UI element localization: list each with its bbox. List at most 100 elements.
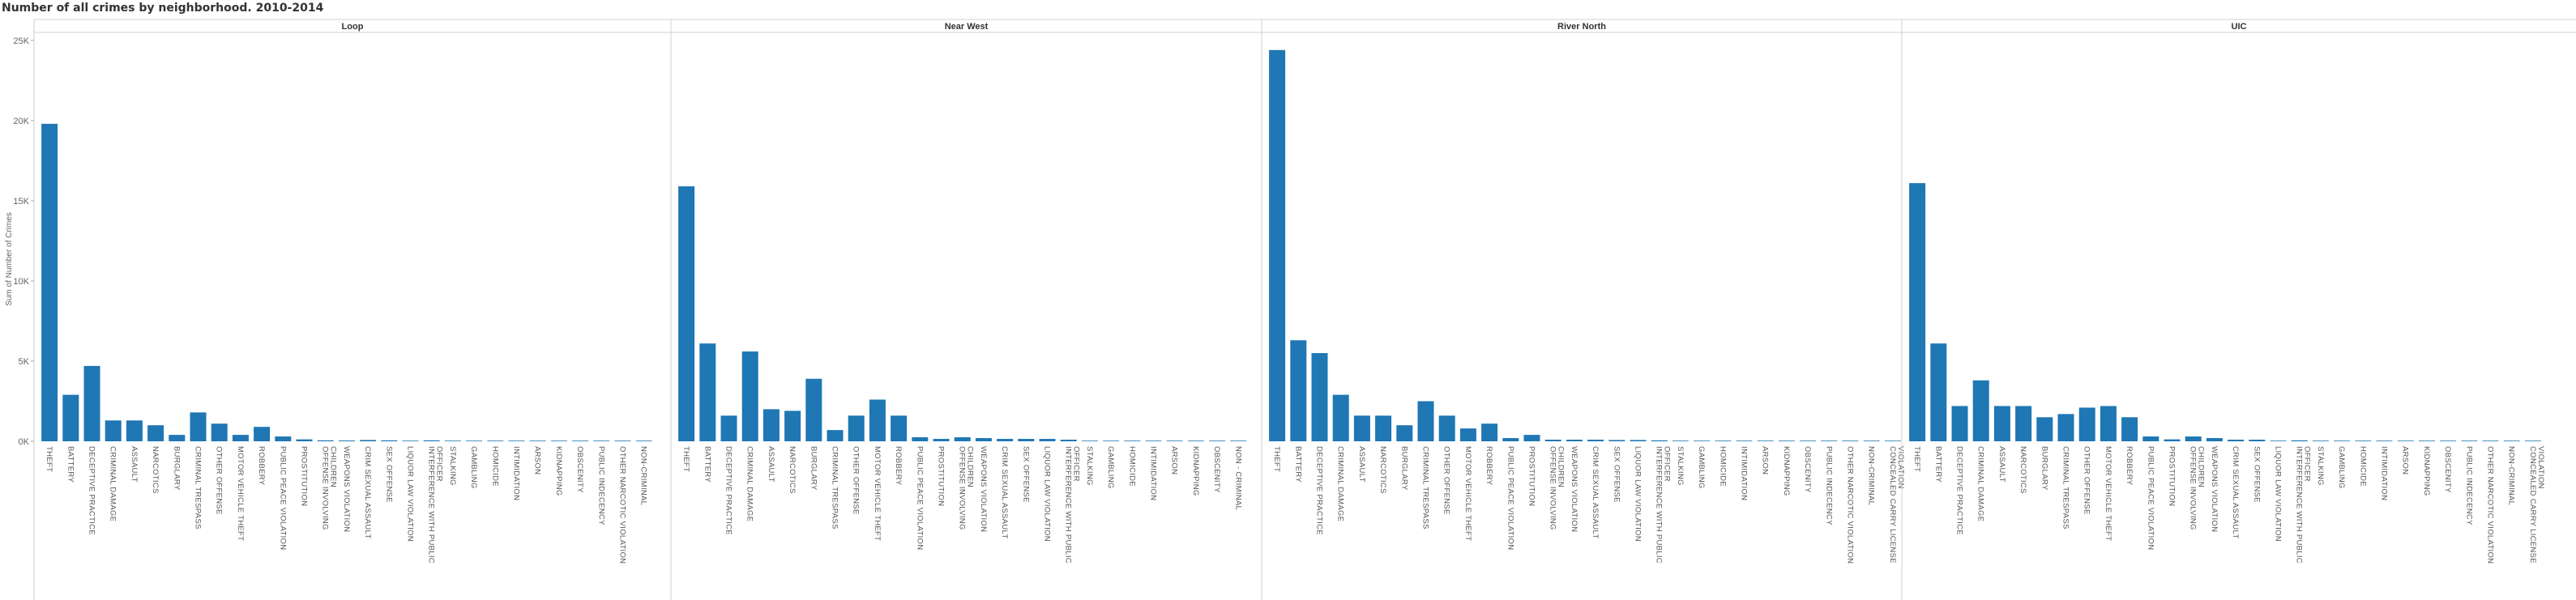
bar-narcotics xyxy=(784,411,801,441)
bar-other-offense xyxy=(1438,415,1455,441)
x-tick-label: BURGLARY xyxy=(809,446,818,491)
x-tick-label: ARSON xyxy=(2401,446,2410,474)
x-tick-label: PROSTITUTION xyxy=(300,446,309,506)
bar-concealed-carry-license-violation xyxy=(1884,440,1901,441)
y-tick-label: 15K xyxy=(13,197,29,206)
x-tick-label: CRIMINAL DAMAGE xyxy=(745,446,754,521)
bar-concealed-carry-license-violation xyxy=(2524,440,2541,441)
bar-interference-with-public-officer xyxy=(423,440,440,441)
panel-near-west: Near West THEFT BATTERY DECEPTIVE PRACTICE C… xyxy=(670,19,1247,600)
x-tick-label: OTHER NARCOTIC VIOLATION xyxy=(618,446,627,564)
bar-public-indecency xyxy=(1821,440,1838,441)
x-tick-label: STALKING xyxy=(448,446,457,486)
x-tick-label: MOTOR VEHICLE THEFT xyxy=(1463,446,1472,541)
x-tick-label: GAMBLING xyxy=(1106,446,1115,489)
x-tick-label: OBSCENITY xyxy=(575,446,584,493)
x-tick-label: CRIM SEXUAL ASSAULT xyxy=(2231,446,2240,538)
y-tick-label: 10K xyxy=(13,277,29,287)
x-tick-label: KIDNAPPING xyxy=(2422,446,2431,496)
x-tick-label: MOTOR VEHICLE THEFT xyxy=(2104,446,2112,541)
bar-intimidation xyxy=(2376,440,2393,441)
bar-crim-sexual-assault xyxy=(2228,440,2245,441)
x-tick-label: OBSCENITY xyxy=(1803,446,1812,493)
x-tick-label: PUBLIC INDECENCY xyxy=(596,446,605,526)
bar-prostitution xyxy=(296,439,313,441)
bar-intimidation xyxy=(1736,440,1753,441)
x-tick-label: WEAPONS VIOLATION xyxy=(1570,446,1578,532)
x-tick-label: ASSAULT xyxy=(767,446,775,483)
x-tick-label: LIQUOR LAW VIOLATION xyxy=(1634,446,1643,542)
bar-criminal-damage xyxy=(1332,394,1349,441)
bar-gambling xyxy=(2334,440,2351,441)
bar-burglary xyxy=(2036,417,2053,441)
bar-criminal-damage xyxy=(1972,380,1989,441)
x-tick-label: PUBLIC PEACE VIOLATION xyxy=(278,446,287,550)
x-tick-label: LIQUOR LAW VIOLATION xyxy=(1043,446,1052,542)
bar-narcotics xyxy=(1375,415,1392,441)
x-tick-label: ARSON xyxy=(1761,446,1770,474)
x-tick-label: OTHER OFFENSE xyxy=(2083,446,2091,515)
bar-stalking xyxy=(444,440,461,441)
x-tick-label: DECEPTIVE PRACTICE xyxy=(1955,446,1964,535)
y-tick-label: 0K xyxy=(19,437,30,447)
bar-other-narcotic-violation xyxy=(1842,440,1859,441)
x-tick-label: KIDNAPPING xyxy=(1782,446,1791,496)
bar-sex-offense xyxy=(1608,440,1625,441)
bar-sex-offense xyxy=(2249,440,2266,441)
x-tick-label: BATTERY xyxy=(66,446,75,483)
bar-kidnapping xyxy=(1187,440,1204,441)
bar-weapons-violation xyxy=(2206,438,2223,441)
y-axis: 0K 5K 10K 15K 20K 25K xyxy=(13,19,35,600)
y-tick-label: 5K xyxy=(19,357,30,367)
x-tick-label: KIDNAPPING xyxy=(554,446,563,496)
y-tick-label: 20K xyxy=(13,117,29,126)
x-tick-label: ROBBERY xyxy=(1485,446,1493,486)
x-tick-label: NARCOTICS xyxy=(788,446,797,494)
x-tick-label: GAMBLING xyxy=(1697,446,1706,489)
bar-offense-involving-children xyxy=(954,437,971,441)
x-tick-label: OTHER NARCOTIC VIOLATION xyxy=(2486,446,2495,564)
bar-intimidation xyxy=(1145,440,1162,441)
x-tick-label: PROSTITUTION xyxy=(937,446,946,506)
x-tick-label: NARCOTICS xyxy=(2019,446,2027,494)
bar-robbery xyxy=(2121,417,2138,441)
x-tick-label: OBSCENITY xyxy=(2443,446,2452,493)
bar-obscenity xyxy=(1800,440,1817,441)
bar-non-criminal xyxy=(635,440,652,441)
bar-burglary xyxy=(169,435,186,441)
x-tick-label: CONCEALED CARRY LICENSEVIOLATION xyxy=(2528,446,2545,564)
bar-criminal-damage xyxy=(741,351,758,441)
x-tick-label: SEX OFFENSE xyxy=(2252,446,2261,503)
bar-battery xyxy=(62,394,79,441)
x-tick-label: WEAPONS VIOLATION xyxy=(342,446,351,532)
x-tick-label: THEFT xyxy=(1912,446,1921,472)
x-tick-label: ARSON xyxy=(533,446,542,474)
bar-liquor-law-violation xyxy=(1630,440,1647,441)
bar-criminal-damage xyxy=(105,420,122,441)
x-tick-label: WEAPONS VIOLATION xyxy=(979,446,988,532)
x-tick-label: CRIMINAL DAMAGE xyxy=(1336,446,1345,521)
y-tick-label: 25K xyxy=(13,36,29,46)
bar-gambling xyxy=(1103,440,1120,441)
bar-other-offense xyxy=(2078,407,2095,441)
x-tick-label: CRIMINAL TRESPASS xyxy=(831,446,839,530)
bar-homicide xyxy=(1715,440,1732,441)
bar-crim-sexual-assault xyxy=(1587,440,1604,441)
bar-battery xyxy=(1290,340,1307,441)
bar-kidnapping xyxy=(1778,440,1795,441)
bar-weapons-violation xyxy=(975,438,992,441)
x-tick-label: NON-CRIMINAL xyxy=(639,446,648,505)
x-tick-label: PROSTITUTION xyxy=(2168,446,2177,506)
x-tick-label: INTERFERENCE WITH PUBLICOFFICER xyxy=(2295,446,2312,564)
bar-assault xyxy=(763,409,780,441)
x-tick-label: INTERFERENCE WITH PUBLICOFFICER xyxy=(1064,446,1081,564)
x-tick-label: OTHER OFFENSE xyxy=(215,446,224,515)
x-tick-label: CRIMINAL DAMAGE xyxy=(1976,446,1985,521)
x-tick-label: NON-CRIMINAL xyxy=(2507,446,2516,505)
x-tick-label: DECEPTIVE PRACTICE xyxy=(1315,446,1324,535)
bar-liquor-law-violation xyxy=(2270,440,2287,441)
x-tick-label: ROBBERY xyxy=(257,446,266,486)
x-tick-label: LIQUOR LAW VIOLATION xyxy=(406,446,415,542)
bar-stalking xyxy=(2312,440,2329,441)
bar-deceptive-practice xyxy=(1951,406,1968,441)
